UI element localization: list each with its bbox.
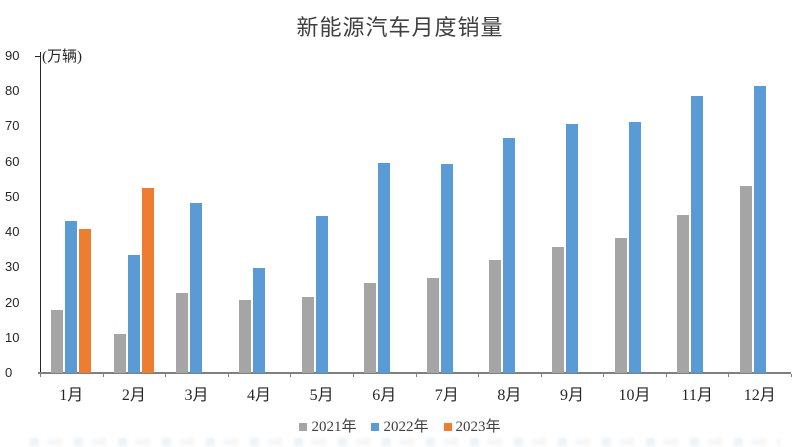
legend-swatch-icon <box>371 423 380 431</box>
bar-2021年-3月 <box>176 293 189 373</box>
x-axis-category-label: 10月 <box>618 387 651 404</box>
bar-2021年-10月 <box>614 238 627 373</box>
x-axis-category-label: 6月 <box>372 387 397 404</box>
bar-2022年-3月 <box>190 202 203 373</box>
x-axis-tick <box>415 374 417 377</box>
x-axis-category-label: 2月 <box>121 387 146 404</box>
bar-2022年-2月 <box>127 255 140 373</box>
x-axis-tick <box>290 374 292 377</box>
legend-label: 2023年 <box>455 419 501 435</box>
x-axis-category-label: 4月 <box>247 387 272 404</box>
bar-2022年-10月 <box>628 121 641 373</box>
y-axis-tick-label: 20 <box>5 294 20 310</box>
bar-2021年-2月 <box>113 334 126 373</box>
x-axis-tick <box>40 374 41 377</box>
y-axis-tick-label: 10 <box>5 329 20 345</box>
y-axis-top-tick <box>35 56 40 57</box>
y-axis-tick-label: 60 <box>5 153 20 169</box>
legend-item-2022年: 2022年 <box>371 419 429 435</box>
legend: 2021年 2022年 2023年 <box>0 418 800 436</box>
y-axis-unit-label: (万辆) <box>42 49 82 65</box>
x-axis-tick <box>478 374 480 377</box>
x-axis-tick <box>102 374 104 377</box>
legend-label: 2021年 <box>311 419 357 435</box>
bar-2022年-11月 <box>691 96 704 373</box>
x-axis-tick <box>728 374 730 377</box>
x-axis-category-label: 3月 <box>184 387 209 404</box>
bar-2022年-8月 <box>503 138 516 373</box>
x-axis-category-label: 7月 <box>434 387 459 404</box>
bar-2021年-12月 <box>739 185 752 373</box>
x-axis-category-label: 9月 <box>559 387 584 404</box>
legend-item-2021年: 2021年 <box>299 419 356 435</box>
legend-swatch-icon <box>443 423 452 431</box>
x-axis-tick <box>352 374 354 377</box>
y-axis-tick-label: 40 <box>5 224 20 240</box>
bar-2022年-5月 <box>315 215 328 373</box>
y-axis-tick-label: 30 <box>5 259 20 275</box>
bottom-watermark-strip <box>30 438 780 446</box>
bar-2021年-9月 <box>551 247 564 373</box>
x-axis-category-label: 1月 <box>59 387 84 404</box>
y-axis-tick-label: 0 <box>5 365 13 380</box>
bar-2021年-7月 <box>426 277 439 373</box>
bar-2022年-6月 <box>378 163 391 373</box>
x-axis-line <box>38 372 791 374</box>
x-axis-category-label: 8月 <box>497 387 522 404</box>
bar-2022年-4月 <box>253 267 266 373</box>
y-axis-line <box>40 52 41 373</box>
legend-label: 2022年 <box>383 419 429 435</box>
bar-2022年-12月 <box>753 86 766 373</box>
x-axis-category-label: 12月 <box>743 387 776 404</box>
legend-swatch-icon <box>299 423 308 431</box>
x-axis-category-label: 5月 <box>309 387 334 404</box>
legend-item-2023年: 2023年 <box>443 419 501 435</box>
bar-2021年-5月 <box>301 296 314 373</box>
bar-2022年-7月 <box>440 164 453 373</box>
bar-2023年-2月 <box>141 188 154 373</box>
y-axis-tick-label: 90 <box>5 48 20 63</box>
x-axis-tick <box>665 374 667 377</box>
x-axis-category-label: 11月 <box>681 387 713 404</box>
bar-2021年-11月 <box>677 214 690 373</box>
bar-2023年-1月 <box>79 229 92 373</box>
y-axis-tick-label: 70 <box>5 118 20 134</box>
bar-2021年-4月 <box>239 300 252 373</box>
x-axis-tick <box>165 374 167 377</box>
y-axis-tick-label: 80 <box>5 83 20 99</box>
bar-2022年-9月 <box>565 123 578 373</box>
bar-2021年-6月 <box>364 282 377 373</box>
bar-2022年-1月 <box>65 221 78 373</box>
x-axis-tick <box>603 374 605 377</box>
x-axis-tick <box>540 374 542 377</box>
x-axis-tick <box>227 374 229 377</box>
x-axis-tick <box>791 374 792 377</box>
chart-title: 新能源汽车月度销量 <box>296 15 504 40</box>
bar-2021年-8月 <box>489 259 502 373</box>
bar-2021年-1月 <box>51 309 64 373</box>
y-axis-tick-label: 50 <box>5 188 20 204</box>
